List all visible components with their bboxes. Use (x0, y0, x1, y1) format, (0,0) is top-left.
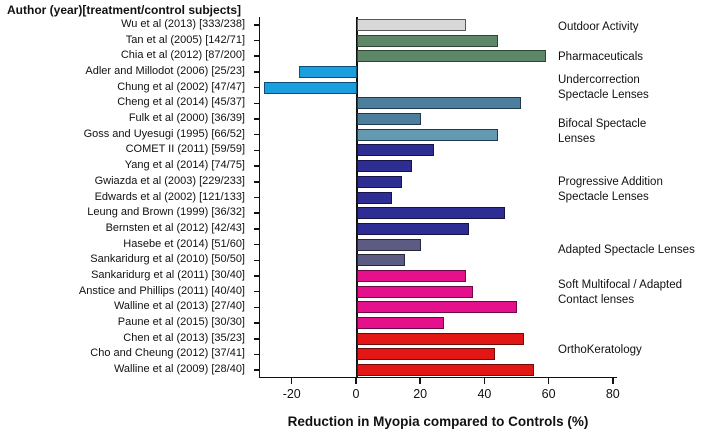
category-label: OrthoKeratology (558, 344, 642, 356)
bar (356, 191, 393, 204)
y-tick-mark (254, 259, 259, 262)
bar (356, 18, 467, 31)
y-tick-mark (254, 24, 259, 26)
y-tick-mark (254, 369, 259, 371)
study-label: Bernsten et al (2012) [42/43] (105, 221, 245, 234)
x-tick-mark (483, 378, 486, 384)
bar (356, 222, 470, 235)
study-label: Chung et al (2002) [47/47] (117, 80, 245, 93)
study-label: Chen et al (2013) [35/23] (123, 331, 245, 344)
y-tick-mark (254, 196, 259, 199)
y-tick-mark (254, 118, 259, 120)
study-label: Goss and Uyesugi (1995) [66/52] (83, 127, 245, 140)
bar (356, 348, 496, 361)
y-tick-mark (254, 102, 259, 105)
category-label: Undercorrection Spectacle Lenses (558, 74, 649, 101)
bar (356, 144, 434, 157)
category-label: Adapted Spectacle Lenses (558, 244, 695, 256)
y-tick-mark (254, 133, 259, 136)
study-label: Anstice and Phillips (2011) [40/40] (78, 284, 245, 297)
study-label: Adler and Millodot (2006) [25/23] (85, 64, 245, 77)
study-label: Wu et al (2013) [333/238] (121, 17, 245, 30)
bar (356, 317, 444, 330)
study-label: Hasebe et (2014) [51/60] (123, 237, 245, 250)
bar (356, 301, 518, 314)
x-tick-mark (355, 378, 357, 384)
bar (356, 364, 534, 377)
y-tick-mark (254, 243, 259, 246)
bar (263, 81, 357, 94)
bar (356, 207, 505, 220)
bar (356, 160, 412, 173)
bar (356, 97, 521, 110)
x-tick-mark (612, 378, 614, 384)
y-tick-mark (254, 39, 259, 42)
plot-area (254, 17, 617, 378)
x-tick-mark (290, 378, 293, 384)
study-label: Leung and Brown (1999) [36/32] (87, 206, 245, 219)
y-tick-mark (254, 86, 259, 89)
x-tick-label: 20 (413, 387, 428, 401)
x-axis-title: Reduction in Myopia compared to Controls… (287, 414, 589, 429)
chart-title: Author (year)[treatment/control subjects… (7, 3, 242, 17)
study-label: Chia et al (2012) [87/200] (120, 49, 245, 62)
y-tick-mark (254, 212, 259, 214)
bar (356, 175, 402, 188)
bar (356, 269, 467, 282)
y-tick-mark (254, 71, 259, 73)
y-tick-mark (254, 275, 259, 277)
x-tick-label: 80 (605, 387, 620, 401)
y-tick-mark (254, 181, 259, 183)
y-tick-mark (254, 228, 259, 230)
bar (356, 50, 547, 63)
x-tick-label: 60 (541, 387, 556, 401)
y-tick-mark (254, 338, 259, 340)
y-tick-mark (254, 165, 259, 167)
study-label: Sankaridurg et al (2010) [50/50] (90, 253, 245, 266)
y-axis-labels: Wu et al (2013) [333/238] Tan et al (2005… (0, 17, 251, 378)
x-tick-label: -20 (282, 387, 301, 401)
y-tick-mark (254, 149, 259, 152)
category-label: Soft Multifocal / Adapted Contact lenses (558, 279, 683, 306)
bar (356, 285, 473, 298)
y-tick-mark (254, 55, 259, 57)
y-tick-mark (254, 290, 259, 293)
category-label: Pharmaceuticals (558, 51, 644, 63)
x-tick-mark (419, 378, 421, 384)
x-tick-label: 0 (352, 387, 360, 401)
study-label: Sankaridurg et al (2011) [30/40] (91, 268, 245, 281)
study-label: COMET II (2011) [59/59] (125, 143, 245, 156)
study-label: Edwards et al (2002) [121/133] (94, 190, 245, 203)
bar (356, 34, 499, 47)
category-label: Outdoor Activity (558, 21, 639, 33)
y-tick-mark (254, 353, 259, 356)
study-label: Gwiazda et al (2003) [229/233] (94, 174, 245, 187)
bar (299, 65, 357, 78)
x-tick-label: 40 (477, 387, 492, 401)
study-label: Fulk et al (2000) [36/39] (128, 112, 245, 125)
x-tick-mark (547, 378, 550, 384)
study-label: Walline et al (2013) [27/40] (113, 300, 245, 313)
study-label: Walline et al (2009) [28/40] (113, 363, 245, 376)
study-label: Paune et al (2015) [30/30] (117, 316, 245, 329)
study-label: Yang et al (2014) [74/75] (124, 159, 245, 172)
y-tick-mark (254, 306, 259, 309)
study-label: Cho and Cheung (2012) [37/41] (90, 347, 245, 360)
bar (356, 128, 499, 141)
category-label: Progressive Addition Spectacle Lenses (558, 176, 663, 203)
bar (356, 113, 422, 126)
category-label: Bifocal Spectacle Lenses (558, 118, 647, 145)
bar (356, 332, 524, 345)
y-tick-mark (254, 322, 259, 324)
study-label: Tan et al (2005) [142/71] (125, 33, 245, 46)
bar (356, 254, 406, 267)
study-label: Cheng et al (2014) [45/37] (117, 96, 245, 109)
bar (356, 238, 422, 251)
